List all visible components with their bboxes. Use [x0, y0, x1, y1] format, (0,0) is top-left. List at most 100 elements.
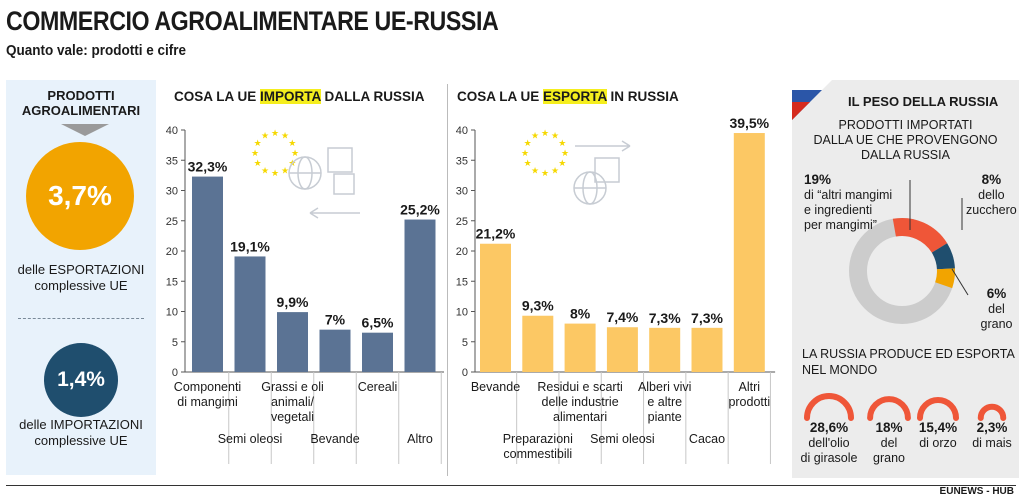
- leader-line: [951, 268, 969, 296]
- source-credit: EUNEWS - HUB: [939, 486, 1014, 497]
- box-icon: [327, 147, 355, 195]
- bar-value-label: 19,1%: [230, 238, 270, 254]
- export-bar-chart: 0 5 10 15 20 25 30 35 40 21,2% 9,3% 8% 7,4% 7,3% 7,3% 3…: [456, 115, 776, 464]
- bar-value-label: 9,3%: [522, 298, 554, 314]
- y-tick-label: 25: [166, 216, 178, 228]
- y-tick-label: 0: [172, 367, 178, 379]
- import-caption-line2: complessive UE: [34, 433, 128, 448]
- sugar-share-line2: zucchero: [966, 203, 1017, 217]
- feed-share-line2: e ingredienti: [804, 203, 873, 217]
- wheat-export-line1: del: [880, 436, 898, 450]
- bar-value-label: 7,3%: [649, 310, 681, 326]
- wheat-share-line1: del grano: [980, 302, 1013, 331]
- bar: [404, 219, 436, 372]
- russia-share-donut: [849, 180, 969, 324]
- wheat-export-line2: grano: [873, 451, 905, 465]
- eu-star: ★: [521, 148, 529, 158]
- feed-share-line1: di “altri mangimi: [804, 188, 893, 202]
- bar: [564, 323, 596, 372]
- bar: [733, 133, 765, 372]
- import-share-circle: 1,4%: [44, 343, 118, 417]
- wheat-export-value: 18%: [875, 420, 903, 435]
- y-tick-label: 20: [166, 246, 178, 258]
- import-bar-chart: 0 5 10 15 20 25 30 35 40 32,3% 19,1% 9,9% 7% 6,5% 25,2…: [166, 125, 444, 464]
- world-export-heading-line2: NEL MONDO: [802, 363, 878, 377]
- export-title-suffix: IN RUSSIA: [606, 89, 679, 104]
- eu-star: ★: [541, 168, 549, 178]
- donut-slice: [931, 243, 955, 270]
- eu-trade-icon: ★★★★★★★★★ ★ ★★: [251, 128, 360, 219]
- eu-star: ★: [551, 131, 559, 141]
- subtitle-line2: DALLA UE CHE PROVENGONO: [813, 133, 998, 147]
- russia-weight-panel: IL PESO DELLA RUSSIA PRODOTTI IMPORTATI …: [792, 80, 1019, 478]
- bar-value-label: 25,2%: [400, 202, 440, 218]
- eu-star: ★: [541, 128, 549, 138]
- bar-value-label: 9,9%: [277, 294, 309, 310]
- y-tick-label: 5: [462, 337, 468, 349]
- world-export-heading-line1: LA RUSSIA PRODUCE ED ESPORTA: [802, 347, 1015, 361]
- bar: [691, 327, 723, 372]
- chart-separator: [447, 84, 448, 476]
- eu-star: ★: [558, 158, 566, 168]
- sugar-share-label: 8% dello zucchero: [966, 172, 1017, 218]
- export-share-arc: [916, 397, 960, 421]
- bar-value-label: 39,5%: [729, 115, 769, 131]
- import-chart-title: COSA LA UE IMPORTA DALLA RUSSIA: [174, 89, 425, 104]
- feed-share-value: 19%: [804, 172, 832, 187]
- eu-star: ★: [531, 131, 539, 141]
- import-title-highlight: IMPORTA: [260, 89, 321, 104]
- eu-star: ★: [271, 128, 279, 138]
- bar: [192, 176, 223, 372]
- bar: [606, 327, 638, 372]
- y-tick-label: 15: [456, 276, 468, 288]
- bar-value-label: 7,3%: [691, 310, 723, 326]
- eu-stars-icon: ★★★★★★★★★ ★ ★★: [521, 128, 569, 178]
- page-title: COMMERCIO AGROALIMENTARE UE-RUSSIA: [6, 6, 499, 36]
- category-label: Alberi vivi e altre piante: [637, 380, 692, 424]
- left-panel: PRODOTTI AGROALIMENTARI 3,7% delle ESPOR…: [6, 80, 156, 475]
- y-tick-label: 35: [166, 155, 178, 167]
- page-subtitle: Quanto vale: prodotti e cifre: [6, 42, 187, 59]
- category-label: Preparazioni commestibili: [502, 432, 573, 461]
- products-heading: PRODOTTI AGROALIMENTARI: [6, 88, 156, 118]
- category-label: Semi oleosi: [217, 432, 283, 446]
- bar: [522, 315, 554, 372]
- wheat-share-label: 6% del grano: [974, 286, 1019, 332]
- y-tick-label: 5: [172, 337, 178, 349]
- corn-export-value: 2,3%: [976, 420, 1008, 435]
- export-caption-line2: complessive UE: [34, 278, 128, 293]
- products-heading-line1: PRODOTTI: [47, 88, 115, 103]
- eu-star: ★: [558, 138, 566, 148]
- globe-icon: [573, 171, 607, 205]
- barley-export-label: 15,4% di orzo: [919, 420, 957, 451]
- eu-star: ★: [254, 158, 262, 168]
- y-tick-label: 30: [166, 186, 178, 198]
- eu-star: ★: [561, 148, 569, 158]
- footer-divider: [6, 485, 1016, 486]
- corn-export-label: 2,3% di mais: [972, 420, 1012, 451]
- category-label: Altro: [407, 432, 433, 446]
- y-tick-label: 15: [166, 276, 178, 288]
- export-title-highlight: ESPORTA: [543, 89, 607, 104]
- category-label: Grassi e oli animali/vegetali: [261, 380, 324, 424]
- subtitle-line3: DALLA RUSSIA: [861, 148, 950, 162]
- import-caption: delle IMPORTAZIONI complessive UE: [6, 417, 156, 449]
- eu-star: ★: [271, 168, 279, 178]
- russia-weight-subtitle: PRODOTTI IMPORTATI DALLA UE CHE PROVENGO…: [792, 118, 1019, 163]
- export-share-arc: [804, 393, 854, 421]
- russia-weight-title: IL PESO DELLA RUSSIA: [848, 94, 999, 109]
- category-label: Componenti di mangimi: [173, 380, 242, 409]
- bar-value-label: 7,4%: [606, 309, 638, 325]
- sunflower-oil-line2: di girasole: [800, 451, 858, 465]
- bar-value-label: 7%: [325, 312, 346, 328]
- export-caption-line1: delle ESPORTAZIONI: [17, 262, 145, 277]
- import-caption-line1: delle IMPORTAZIONI: [19, 417, 143, 432]
- bar: [319, 329, 351, 372]
- wheat-share-value: 6%: [986, 286, 1007, 301]
- y-tick-label: 30: [456, 186, 468, 198]
- bar: [277, 312, 308, 372]
- export-caption: delle ESPORTAZIONI complessive UE: [6, 262, 156, 294]
- export-chart-title: COSA LA UE ESPORTA IN RUSSIA: [457, 89, 679, 104]
- bar-value-label: 8%: [570, 306, 591, 322]
- eu-star: ★: [261, 131, 269, 141]
